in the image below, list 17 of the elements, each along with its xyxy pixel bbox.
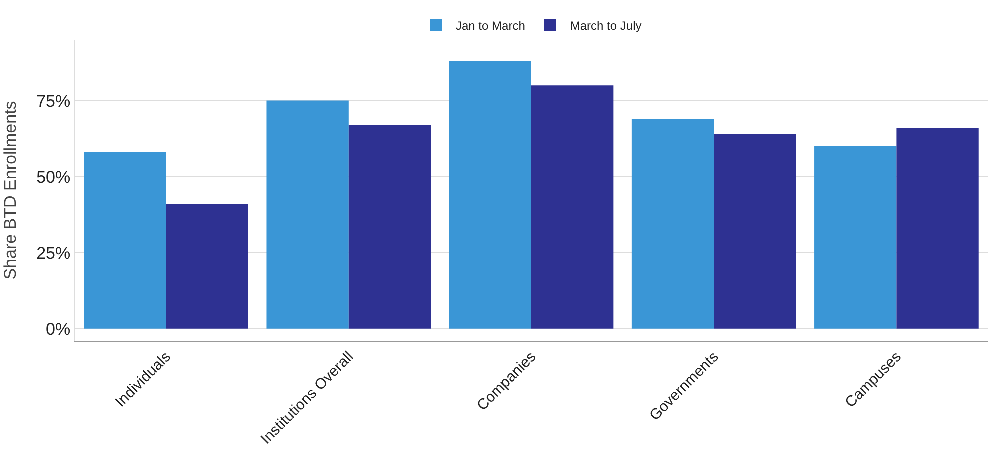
bar: [714, 134, 796, 329]
y-axis-title: Share BTD Enrollments: [1, 101, 20, 280]
bar: [266, 100, 349, 329]
bar: [348, 125, 432, 329]
y-tick-label: 0%: [46, 320, 71, 339]
bar: [84, 152, 166, 329]
bar: [896, 128, 979, 329]
y-tick-label: 25%: [36, 244, 71, 263]
bar: [632, 119, 714, 329]
y-tick-label: 75%: [36, 92, 71, 111]
bar: [814, 146, 897, 329]
legend-label: March to July: [570, 19, 642, 34]
y-tick-label: 50%: [36, 168, 71, 187]
legend-label: Jan to March: [456, 19, 526, 34]
bar: [449, 61, 532, 329]
bar: [532, 86, 614, 329]
bar: [166, 204, 248, 329]
